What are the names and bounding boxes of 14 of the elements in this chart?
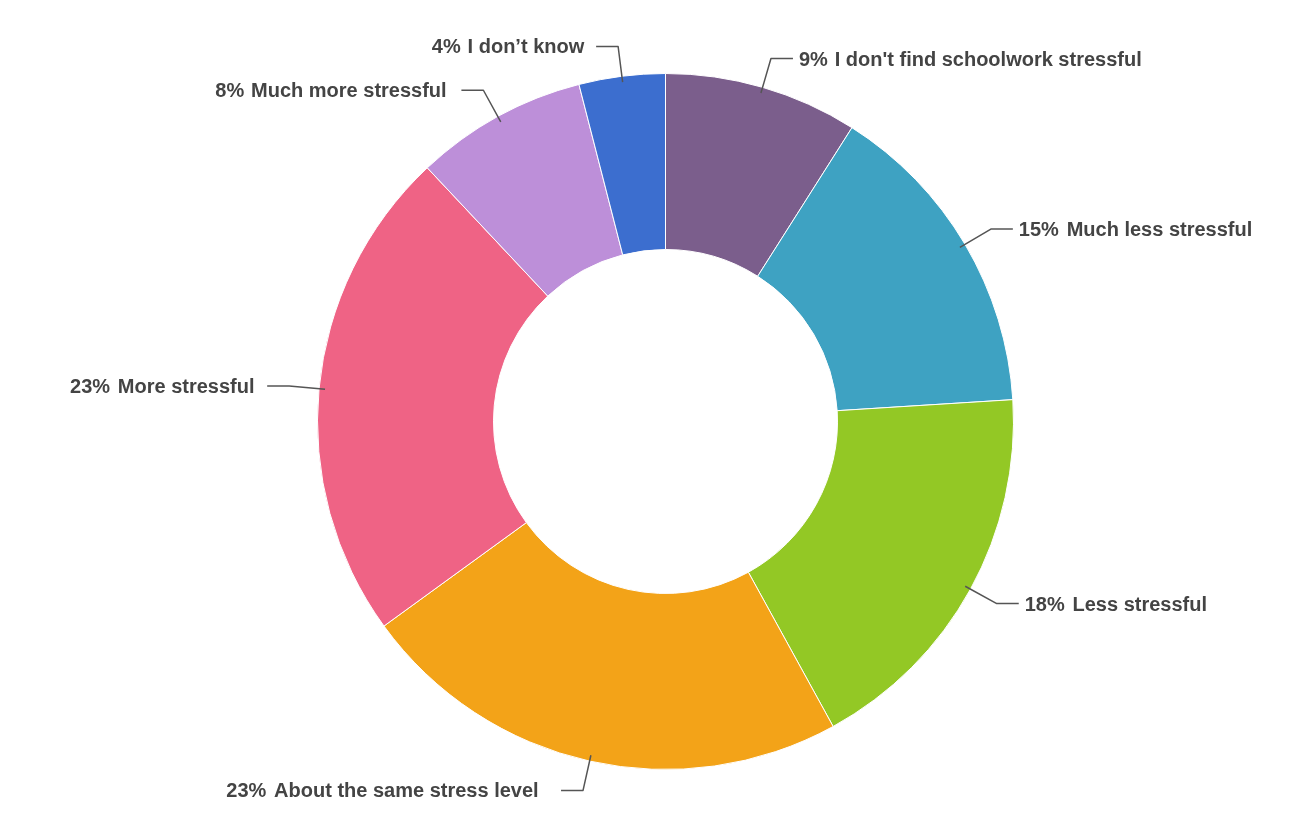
slice-label: Less stressful (1072, 592, 1208, 615)
data-label: 18% (1024, 592, 1065, 615)
slice-label: About the same stress level (274, 779, 539, 802)
data-label: 8% (215, 79, 245, 102)
slice-label: Much more stressful (251, 79, 447, 102)
slice-label: I don't find schoolwork stressful (834, 47, 1142, 70)
data-label: 15% (1018, 218, 1060, 241)
data-label: 23% (70, 374, 111, 397)
data-label: 4% (431, 35, 461, 58)
slice-label: More stressful (117, 374, 255, 397)
data-label: 9% (798, 47, 829, 70)
data-label: 23% (226, 779, 267, 802)
slice-label: Much less stressful (1066, 218, 1253, 241)
slice-label: I don’t know (467, 35, 585, 58)
